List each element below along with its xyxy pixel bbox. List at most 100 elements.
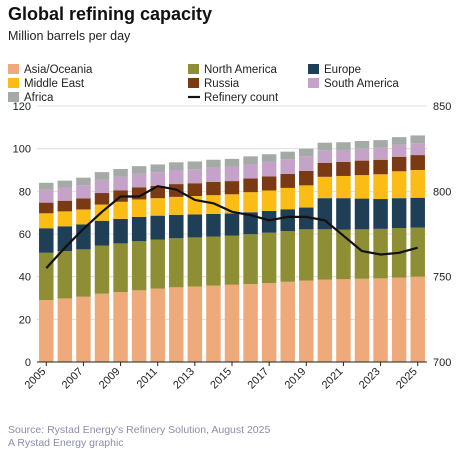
legend-item-north-america: North America (188, 64, 277, 76)
bar-europe-2019 (299, 207, 314, 230)
y-left-tick-0: 0 (25, 357, 31, 369)
bar-middle-east-2005 (39, 213, 54, 229)
legend-item-middle-east: Middle East (8, 78, 85, 90)
bar-europe-2008 (94, 220, 110, 246)
legend-item-europe: Europe (308, 64, 361, 76)
bar-russia-2014 (206, 181, 221, 196)
bar-south-america-2018 (280, 159, 295, 174)
y-right-tick-700: 700 (433, 357, 451, 369)
y-left-tick-60: 60 (19, 229, 31, 241)
bar-south-america-2014 (206, 167, 221, 182)
bar-asia-oceania-2020 (317, 279, 333, 362)
bar-africa-2024 (391, 137, 407, 145)
bar-russia-2015 (224, 181, 240, 195)
bar-europe-2012 (169, 214, 184, 239)
bar-russia-2020 (317, 162, 333, 177)
y-left-tick-100: 100 (13, 144, 31, 156)
bar-russia-2023 (373, 159, 388, 175)
bar-middle-east-2024 (391, 171, 407, 199)
bar-africa-2013 (187, 161, 203, 170)
bar-south-america-2012 (169, 170, 184, 185)
bar-south-america-2022 (354, 148, 370, 161)
bar-middle-east-2021 (336, 175, 351, 199)
bar-africa-2021 (336, 142, 351, 150)
bar-asia-oceania-2010 (131, 290, 147, 362)
bar-middle-east-2010 (131, 199, 147, 217)
bar-north-america-2018 (280, 231, 295, 282)
bar-north-america-2009 (113, 243, 128, 293)
bar-north-america-2012 (169, 238, 184, 288)
bar-europe-2016 (243, 212, 258, 235)
bar-africa-2011 (150, 164, 165, 173)
bar-middle-east-2011 (150, 198, 165, 216)
bar-europe-2021 (336, 198, 351, 230)
bar-africa-2006 (57, 180, 73, 188)
legend-swatch-europe (308, 64, 319, 74)
bar-europe-2023 (373, 199, 388, 229)
bar-north-america-2021 (336, 229, 351, 280)
legend-item-south-america: South America (308, 78, 399, 90)
bar-asia-oceania-2016 (243, 284, 258, 362)
legend-item-refinery-count: Refinery count (188, 92, 279, 104)
bar-russia-2013 (187, 183, 203, 197)
bar-middle-east-2022 (354, 175, 370, 199)
bar-middle-east-2015 (224, 194, 240, 214)
bar-asia-oceania-2024 (391, 277, 407, 362)
bar-europe-2015 (224, 213, 240, 236)
bar-asia-oceania-2012 (169, 287, 184, 362)
bar-russia-2019 (299, 170, 314, 186)
bar-europe-2017 (261, 210, 277, 233)
bar-north-america-2022 (354, 229, 370, 279)
bar-europe-2014 (206, 213, 221, 237)
bar-middle-east-2009 (113, 201, 128, 219)
bar-south-america-2013 (187, 169, 203, 184)
y-right-tick-850: 850 (433, 101, 451, 113)
bar-russia-2024 (391, 156, 407, 172)
bar-asia-oceania-2011 (150, 288, 165, 362)
legend-item-africa: Africa (8, 92, 54, 104)
bar-asia-oceania-2005 (39, 300, 54, 362)
bar-asia-oceania-2009 (113, 292, 128, 362)
legend-swatch-asia-oceania (8, 64, 19, 74)
bar-europe-2007 (76, 224, 91, 250)
bar-north-america-2005 (39, 252, 54, 301)
x-tick-2011: 2011 (135, 366, 160, 391)
bar-south-america-2019 (299, 156, 314, 171)
bar-asia-oceania-2014 (206, 285, 221, 362)
source-note: Source: Rystad Energy's Refinery Solutio… (8, 424, 270, 436)
bar-europe-2025 (410, 197, 425, 228)
refinery-count-line (45, 185, 418, 269)
x-tick-2017: 2017 (245, 366, 271, 392)
bar-africa-2019 (299, 148, 314, 157)
x-tick-2007: 2007 (60, 366, 86, 392)
bar-north-america-2019 (299, 229, 314, 281)
bar-middle-east-2025 (410, 170, 425, 198)
legend: Asia/Oceania North America Europe Middle Ea… (8, 64, 399, 104)
bar-north-america-2015 (224, 235, 240, 285)
x-tick-2021: 2021 (320, 366, 346, 392)
bar-asia-oceania-2017 (261, 283, 277, 362)
bar-middle-east-2014 (206, 195, 221, 214)
bar-africa-2014 (206, 159, 221, 168)
legend-label-middle-east: Middle East (24, 78, 85, 90)
bar-africa-2022 (354, 140, 370, 149)
x-tick-2013: 2013 (171, 366, 197, 392)
bar-russia-2005 (39, 202, 54, 214)
bar-russia-2006 (57, 200, 73, 212)
legend-label-north-america: North America (204, 64, 277, 76)
bar-russia-2016 (243, 178, 258, 193)
bar-south-america-2017 (261, 161, 277, 177)
legend-label-russia: Russia (204, 78, 240, 90)
y-left-tick-80: 80 (19, 186, 31, 198)
bar-north-america-2017 (261, 232, 277, 284)
x-tick-2019: 2019 (283, 366, 309, 392)
bar-south-america-2015 (224, 166, 240, 182)
x-tick-2005: 2005 (23, 366, 49, 392)
bar-asia-oceania-2008 (94, 293, 110, 362)
bar-middle-east-2012 (169, 196, 184, 215)
bar-africa-2009 (113, 168, 128, 177)
bar-europe-2018 (280, 209, 295, 232)
bar-north-america-2006 (57, 251, 73, 299)
bar-asia-oceania-2023 (373, 278, 388, 362)
bar-africa-2025 (410, 135, 425, 144)
